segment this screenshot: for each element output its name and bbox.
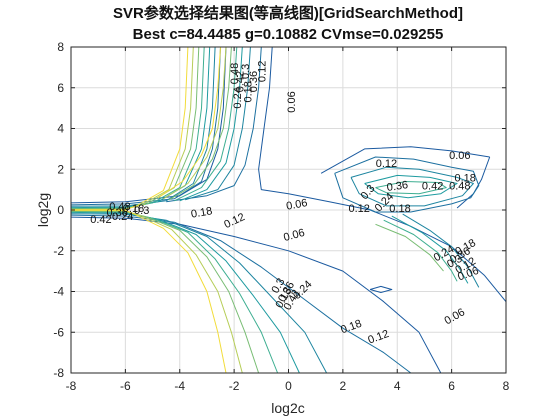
contour-label: 0.36 xyxy=(106,207,127,219)
x-tick-label: 4 xyxy=(394,379,401,393)
contour-label: 0.18 xyxy=(243,81,255,102)
contour-line-0-36 xyxy=(168,46,232,201)
contour-label: 0.42 xyxy=(90,214,111,226)
chart-subtitle: Best c=84.4485 g=0.10882 CVmse=0.029255 xyxy=(133,26,444,43)
x-tick-label: 2 xyxy=(340,379,347,393)
contour-line-0-18 xyxy=(70,213,328,374)
contour-label: 0.06 xyxy=(286,91,298,112)
contour-line-0-06 xyxy=(70,216,442,374)
contour-label: 0.36 xyxy=(248,71,260,92)
contour-label: 0.42 xyxy=(422,181,443,193)
contour-label: 0.42 xyxy=(235,71,247,92)
y-tick-label: 4 xyxy=(57,122,64,136)
contour-label: 0.12 xyxy=(348,203,369,215)
grid-lines xyxy=(70,46,507,374)
x-tick-label: -2 xyxy=(229,379,240,393)
contour-line-0-18 xyxy=(350,166,474,207)
contour-line-0-06 xyxy=(456,156,491,209)
contour-label: 0.48 xyxy=(109,201,130,213)
contour-label: 0.06 xyxy=(282,227,306,244)
contour-label: 0.06 xyxy=(285,197,308,213)
contour-label: 0.24 xyxy=(232,87,244,108)
contour-label: 0.3 xyxy=(134,205,149,217)
x-tick-label: -6 xyxy=(120,379,131,393)
x-tick-label: 8 xyxy=(503,379,510,393)
y-tick-label: 0 xyxy=(57,203,64,217)
y-tick-label: 2 xyxy=(57,162,64,176)
contour-line-0-48 xyxy=(157,46,221,199)
y-axis-label: log2g xyxy=(35,193,51,227)
y-tick-label: 6 xyxy=(57,81,64,95)
chart-title: SVR参数选择结果图(等高线图)[GridSearchMethod] xyxy=(113,4,463,22)
x-tick-label: 0 xyxy=(285,379,292,393)
contour-label: 0.12 xyxy=(256,61,268,82)
contour-label: 0.36 xyxy=(386,179,409,194)
contour-line-0-36 xyxy=(375,223,444,272)
contour-label: 0.48 xyxy=(229,63,241,84)
contour-line-0-48 xyxy=(70,209,227,374)
contour-lines xyxy=(70,46,507,374)
contour-label: 0.18 xyxy=(389,203,410,215)
contour-label: 0.18 xyxy=(454,172,475,184)
contour-line-0-24 xyxy=(364,174,458,199)
contour-label: 0.12 xyxy=(376,158,397,170)
y-tick-label: 8 xyxy=(57,40,64,54)
contour-line-0-3 xyxy=(375,181,447,195)
contour-label: 0.3 xyxy=(240,64,252,79)
contour-line-0-24 xyxy=(70,211,300,374)
contour-line-0-18 xyxy=(70,46,216,207)
x-tick-label: -4 xyxy=(174,379,185,393)
contour-line-0-06 xyxy=(369,285,393,293)
contour-line-0-06 xyxy=(258,46,507,303)
contour-line-0-18 xyxy=(185,46,251,201)
contour-label: 0.18 xyxy=(190,205,213,221)
contour-line-0-3 xyxy=(174,46,238,202)
x-tick-label: 6 xyxy=(448,379,455,393)
contour-line-0-24 xyxy=(391,215,469,284)
contour-line-0-12 xyxy=(334,156,480,213)
contour-line-0-12 xyxy=(70,46,221,206)
x-tick-label: -8 xyxy=(66,379,77,393)
axis-ticks: -8 -6 -4 -2 0 2 4 6 8 -8 -6 -4 -2 0 2 4 6 8 xyxy=(53,40,509,393)
contour-line-0-06 xyxy=(320,146,490,174)
contour-label: 0.48 xyxy=(449,181,470,193)
y-tick-label: -8 xyxy=(53,366,64,380)
contour-line-0-42 xyxy=(163,46,227,200)
contour-line-0-24 xyxy=(179,46,243,202)
contour-label: 0.06 xyxy=(449,150,470,162)
y-tick-label: -2 xyxy=(53,244,64,258)
contour-label: 0.18 xyxy=(123,203,144,215)
contour-line-0-36 xyxy=(70,46,200,210)
contour-label: 0.24 xyxy=(112,211,133,223)
contour-line-0-3 xyxy=(70,46,205,209)
y-tick-label: -4 xyxy=(53,285,64,299)
contour-line-0-12 xyxy=(166,46,262,203)
contour-line-0-18 xyxy=(402,213,480,288)
contour-line-0-48 xyxy=(70,46,189,211)
contour-line-0-3 xyxy=(383,219,458,282)
y-tick-label: -6 xyxy=(53,325,64,339)
x-axis-label: log2c xyxy=(271,400,304,416)
